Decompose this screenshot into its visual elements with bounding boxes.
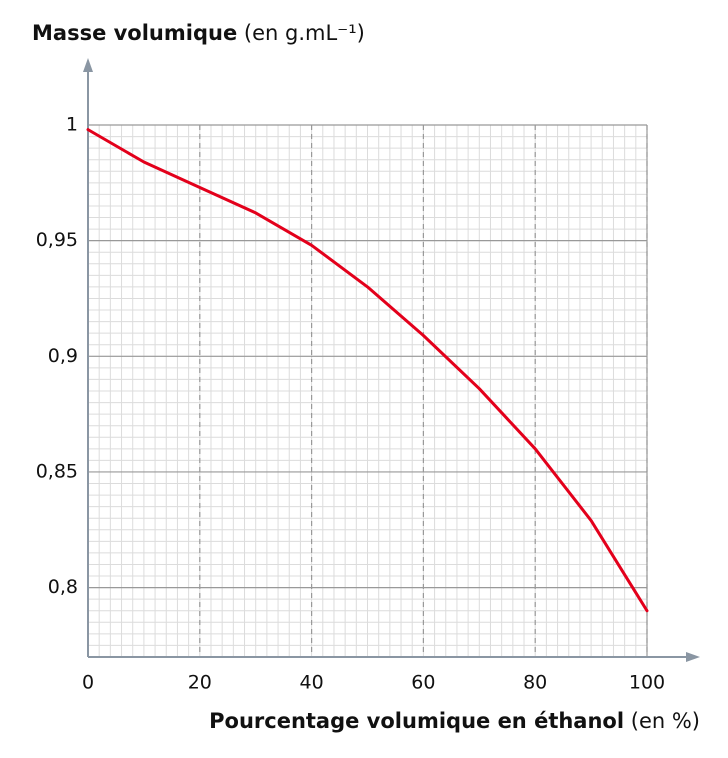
y-axis-unit: (en g.mL⁻¹) [244,21,365,45]
x-axis-title: Pourcentage volumique en éthanol (en %) [209,709,700,733]
y-tick-label: 0,95 [36,229,78,251]
y-axis-title: Masse volumique (en g.mL⁻¹) [32,21,365,45]
x-tick-label: 80 [523,672,547,694]
x-axis-arrow [686,652,700,662]
y-tick-label: 0,8 [48,576,78,598]
x-tick-label: 20 [188,672,212,694]
x-axis-label: Pourcentage volumique en éthanol [209,709,624,733]
y-tick-label: 0,85 [36,460,78,482]
x-tick-label: 60 [411,672,435,694]
x-axis-unit: (en %) [631,709,700,733]
y-tick-label: 1 [66,114,78,136]
y-tick-label: 0,9 [48,345,78,367]
data-line [86,128,649,613]
x-tick-label: 100 [629,672,665,694]
x-tick-label: 40 [300,672,324,694]
y-axis-label: Masse volumique [32,21,237,45]
y-axis-arrow [83,58,93,72]
x-tick-label: 0 [82,672,94,694]
